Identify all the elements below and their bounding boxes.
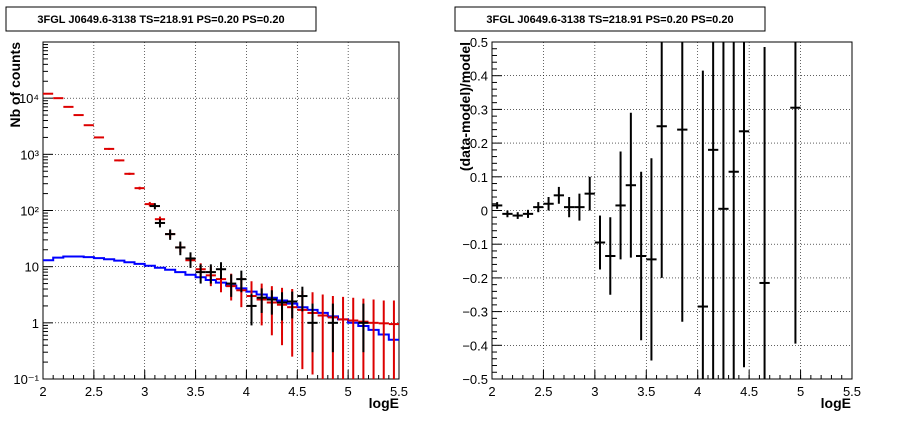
- left-x-tick-label: 5.5: [390, 384, 408, 399]
- left-x-tick-label: 4.5: [288, 384, 306, 399]
- left-x-tick-label: 2: [39, 384, 46, 399]
- left-axes: 2 2.5 3 3.5 4 4.5 5 5.5 10⁻¹ 1 10 10² 10³ 10⁴: [13, 44, 408, 399]
- left-y-tick-label: 10⁻¹: [13, 372, 39, 387]
- right-marks: [492, 42, 801, 379]
- right-y-tick-label: −0.3: [462, 305, 488, 320]
- left-chart: 2 2.5 3 3.5 4 4.5 5 5.5 10⁻¹ 1 10 10² 10³ 10⁴ 3FGL J0…: [5, 6, 408, 411]
- right-chart: 2 2.5 3 3.5 4 4.5 5 5.5 −0.5 −0.4 −0.3 −0.2 −0.1 0 0.1…: [454, 6, 861, 411]
- right-title-box: [454, 6, 766, 32]
- left-x-tick-label: 5: [345, 384, 352, 399]
- right-y-tick-label: −0.2: [462, 271, 488, 286]
- right-x-tick-label: 2.5: [534, 384, 552, 399]
- left-y-tick-label: 10: [25, 260, 39, 275]
- right-y-tick-label: 0.2: [470, 136, 488, 151]
- left-y-axis-label: Nb of counts: [7, 42, 23, 128]
- right-x-tick-label: 3.5: [637, 384, 655, 399]
- right-x-tick-label: 3: [591, 384, 598, 399]
- left-y-tick-label: 10⁴: [19, 91, 39, 106]
- right-y-tick-label: 0: [481, 204, 488, 219]
- right-y-axis-label: (data-model)/model: [457, 42, 473, 171]
- right-x-axis-label: logE: [821, 395, 851, 411]
- left-y-tick-label: 10³: [20, 147, 39, 162]
- left-data-points-series: [149, 203, 369, 353]
- left-y-tick-label: 10²: [20, 204, 39, 219]
- left-chart-title: 3FGL J0649.6-3138 TS=218.91 PS=0.20 PS=0…: [37, 14, 284, 26]
- left-x-axis-label: logE: [369, 395, 399, 411]
- right-x-tick-label: 4.5: [740, 384, 758, 399]
- left-x-tick-label: 4: [243, 384, 250, 399]
- right-grid: [492, 42, 852, 379]
- right-x-tick-label: 5: [797, 384, 804, 399]
- right-x-tick-label: 4: [694, 384, 701, 399]
- left-x-tick-label: 3: [141, 384, 148, 399]
- left-x-tick-label: 3.5: [187, 384, 205, 399]
- left-marks: [43, 92, 399, 379]
- right-y-tick-label: −0.1: [462, 237, 488, 252]
- right-x-tick-label: 2: [488, 384, 495, 399]
- right-y-tick-label: −0.5: [462, 372, 488, 387]
- left-title-box: [5, 6, 317, 32]
- right-x-tick-label: 5.5: [843, 384, 861, 399]
- right-y-tick-label: 0.4: [470, 69, 488, 84]
- left-x-tick-label: 2.5: [85, 384, 103, 399]
- right-chart-title: 3FGL J0649.6-3138 TS=218.91 PS=0.20 PS=0…: [486, 14, 733, 26]
- left-y-tick-label: 1: [32, 316, 39, 331]
- right-y-tick-label: 0.5: [470, 35, 488, 50]
- right-axes: 2 2.5 3 3.5 4 4.5 5 5.5 −0.5 −0.4 −0.3 −0.2 −0.1 0 0.1…: [462, 35, 861, 399]
- right-y-tick-label: 0.1: [470, 170, 488, 185]
- right-y-tick-label: 0.3: [470, 102, 488, 117]
- right-residuals-series: [492, 42, 801, 379]
- right-y-tick-label: −0.4: [462, 338, 488, 353]
